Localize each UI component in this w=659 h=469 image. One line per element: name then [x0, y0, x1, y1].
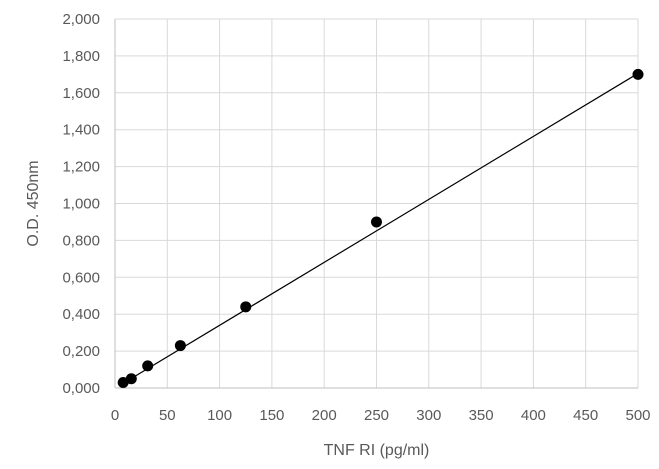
x-tick-label: 450	[573, 407, 598, 424]
x-tick-labels: 0 50 100 150 200 250 300 350 400 450 500	[111, 407, 651, 424]
x-tick-label: 150	[259, 407, 284, 424]
y-tick-label: 1,400	[62, 122, 100, 139]
trendline-group	[122, 72, 639, 384]
x-tick-label: 0	[111, 407, 119, 424]
y-axis-title: O.D. 450nm	[25, 160, 42, 246]
x-tick-label: 400	[521, 407, 546, 424]
data-point	[371, 216, 382, 228]
y-tick-label: 0,800	[62, 232, 100, 249]
y-tick-label: 0,600	[62, 269, 100, 286]
y-tick-label: 0,400	[62, 306, 100, 323]
y-tick-label: 1,000	[62, 196, 100, 213]
data-point	[632, 68, 644, 80]
x-tick-label: 500	[625, 407, 650, 424]
x-tick-label: 300	[416, 407, 441, 424]
data-point	[240, 301, 252, 313]
y-tick-label: 0,000	[62, 380, 100, 397]
trendline	[122, 72, 639, 384]
data-point	[125, 373, 137, 385]
x-tick-label: 50	[159, 407, 176, 424]
data-point	[174, 340, 186, 352]
y-tick-labels: 0,000 0,200 0,400 0,600 0,800 1,000 1,200 1,400…	[62, 11, 100, 397]
x-axis-title: TNF RI (pg/ml)	[324, 442, 430, 459]
y-tick-label: 0,200	[62, 343, 100, 360]
x-tick-label: 100	[207, 407, 232, 424]
axes	[114, 19, 638, 389]
y-tick-label: 1,800	[62, 48, 100, 65]
x-tick-label: 350	[469, 407, 494, 424]
x-tick-label: 250	[364, 407, 389, 424]
y-tick-label: 2,000	[62, 11, 100, 28]
gridlines	[115, 18, 639, 388]
data-points	[117, 68, 644, 388]
y-tick-label: 1,200	[62, 159, 100, 176]
data-point	[142, 360, 154, 372]
x-tick-label: 200	[312, 407, 337, 424]
y-tick-label: 1,600	[62, 85, 100, 102]
